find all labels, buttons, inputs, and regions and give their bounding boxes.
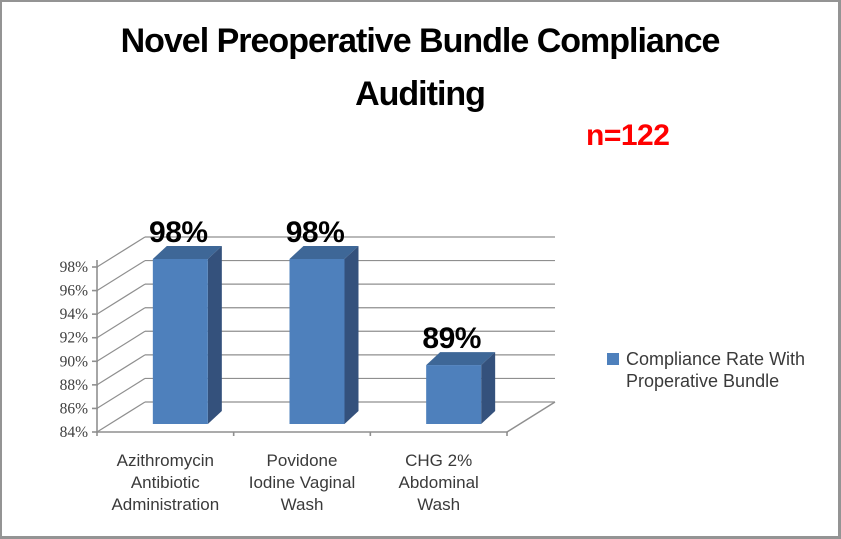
y-tick-label: 84% bbox=[60, 424, 89, 441]
bar-top-face bbox=[289, 246, 359, 259]
chart-legend: Compliance Rate With Properative Bundle bbox=[607, 348, 805, 392]
bar-data-label: 89% bbox=[422, 322, 481, 355]
gridline-side-wall bbox=[96, 354, 146, 386]
floor-right-edge bbox=[506, 401, 556, 433]
bar-side-face bbox=[207, 246, 222, 424]
legend-label-line-1: Compliance Rate With bbox=[626, 349, 806, 369]
bar bbox=[152, 259, 208, 424]
category-label-line: Administration bbox=[111, 495, 219, 514]
chart-title-line-2: Auditing bbox=[355, 75, 486, 113]
y-tick-label: 86% bbox=[60, 400, 89, 417]
bar-data-label: 98% bbox=[149, 216, 208, 249]
legend-label-line-2: Properative Bundle bbox=[626, 371, 780, 391]
category-label-line: Povidone bbox=[267, 451, 338, 470]
bar bbox=[426, 365, 482, 424]
category-label-line: Iodine Vaginal bbox=[249, 473, 356, 492]
legend-label: Compliance Rate With Properative Bundle bbox=[626, 348, 805, 392]
bar-side-face bbox=[344, 246, 359, 424]
y-tick-label: 92% bbox=[60, 330, 89, 347]
gridline-side-wall bbox=[96, 401, 146, 433]
bar-top-face bbox=[426, 352, 496, 366]
gridline-side-wall bbox=[96, 283, 146, 315]
y-tick-label: 94% bbox=[60, 306, 89, 323]
category-label-line: Wash bbox=[417, 495, 460, 514]
y-tick-label: 98% bbox=[60, 259, 89, 276]
category-label-line: Wash bbox=[281, 495, 324, 514]
y-tick-label: 90% bbox=[60, 353, 89, 370]
y-tick-label: 96% bbox=[60, 283, 89, 300]
category-label-line: CHG 2% bbox=[405, 451, 472, 470]
chart-title: Novel Preoperative Bundle Compliance Aud… bbox=[62, 15, 778, 121]
gridline-side-wall bbox=[96, 330, 146, 362]
y-tick-label: 88% bbox=[60, 377, 89, 394]
bar-top-face bbox=[152, 246, 222, 259]
category-label-line: Azithromycin bbox=[117, 451, 214, 470]
bar bbox=[289, 259, 345, 424]
gridline-side-wall bbox=[96, 377, 146, 409]
chart-title-line-1: Novel Preoperative Bundle Compliance bbox=[120, 22, 721, 60]
category-label-line: Abdominal bbox=[399, 473, 479, 492]
gridline-side-wall bbox=[96, 236, 146, 268]
sample-size-annotation: n=122 bbox=[586, 119, 670, 152]
gridline-side-wall bbox=[96, 260, 146, 292]
gridline-side-wall bbox=[96, 307, 146, 339]
bar-side-face bbox=[481, 352, 496, 424]
legend-swatch-icon bbox=[607, 353, 619, 365]
category-label-line: Antibiotic bbox=[131, 473, 200, 492]
bar-data-label: 98% bbox=[286, 216, 345, 249]
